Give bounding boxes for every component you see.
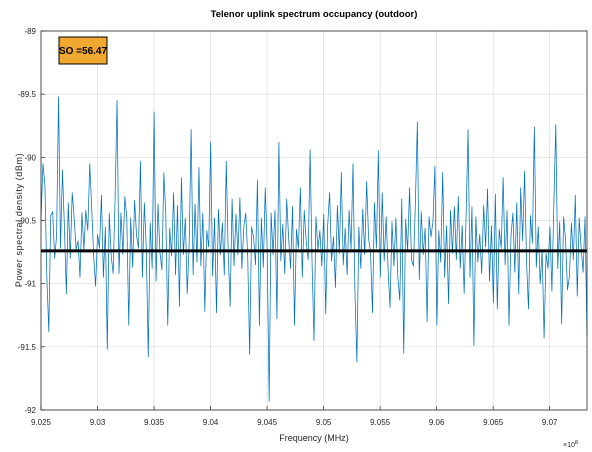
so-annotation-text: SO =56.47 xyxy=(59,46,108,57)
x-tick-label: 9.035 xyxy=(144,418,165,427)
x-axis-exponent-power: 8 xyxy=(575,440,578,446)
x-tick-label: 9.025 xyxy=(31,418,52,427)
y-tick-label: -89.5 xyxy=(18,90,37,99)
x-tick-label: 9.03 xyxy=(90,418,106,427)
so-annotation: SO =56.47 xyxy=(58,36,108,65)
x-tick-label: 9.055 xyxy=(370,418,391,427)
x-tick-label: 9.06 xyxy=(429,418,445,427)
y-tick-label: -91.5 xyxy=(18,343,37,352)
x-tick-label: 9.07 xyxy=(542,418,558,427)
x-axis-ticks: 9.025 9.03 9.035 9.04 9.045 9.05 9.055 9.06 9.06… xyxy=(31,406,558,427)
x-tick-label: 9.045 xyxy=(257,418,278,427)
x-tick-label: 9.04 xyxy=(203,418,219,427)
y-tick-label: -90.5 xyxy=(18,217,37,226)
y-tick-label: -90 xyxy=(24,153,36,162)
x-axis-exponent-base: ×10 xyxy=(563,442,575,449)
x-axis-label: Frequency (MHz) xyxy=(279,433,349,443)
x-tick-label: 9.05 xyxy=(316,418,332,427)
y-tick-label: -91 xyxy=(24,280,36,289)
x-axis-exponent: ×108 xyxy=(563,440,578,449)
y-tick-label: -89 xyxy=(24,27,36,36)
chart-title: Telenor uplink spectrum occupancy (outdo… xyxy=(211,9,418,20)
x-tick-label: 9.065 xyxy=(483,418,504,427)
y-tick-label: -92 xyxy=(24,406,36,415)
so-annotation-box xyxy=(58,36,108,65)
y-axis-label: Power spectral density (dBm) xyxy=(14,153,24,287)
y-axis-ticks: -89 -89.5 -90 -90.5 -91 -91.5 -92 xyxy=(18,27,45,415)
